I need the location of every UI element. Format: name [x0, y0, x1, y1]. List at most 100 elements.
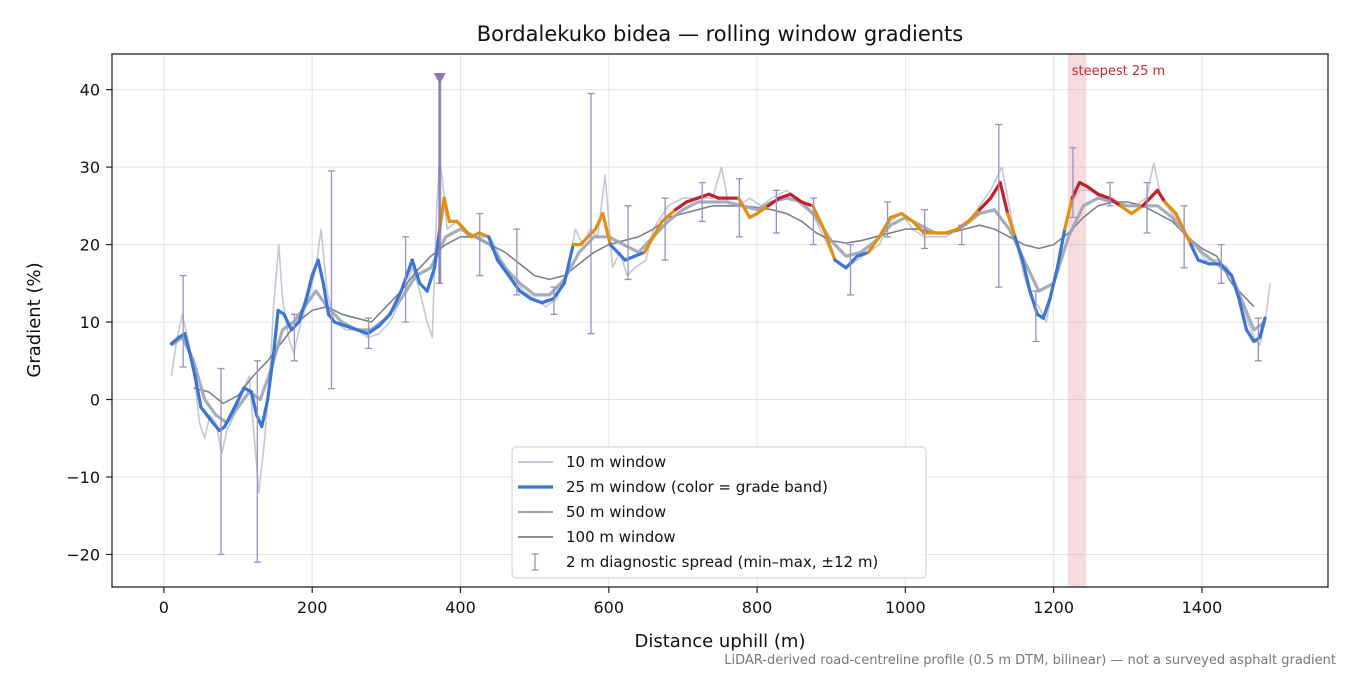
series-25m-segment — [223, 413, 233, 429]
spread-bar — [587, 92, 595, 335]
series-25m-segment — [1085, 184, 1100, 196]
y-tick-label: 10 — [80, 313, 100, 332]
chart-title: Bordalekuko bidea — rolling window gradi… — [477, 22, 963, 46]
legend-item-w50: 50 m window — [518, 503, 666, 521]
series-25m-segment — [1096, 192, 1111, 200]
series-25m-segment — [518, 289, 533, 301]
series-25m-segment — [608, 242, 620, 254]
series-100m-window — [193, 201, 1255, 405]
series-25m-segment — [1107, 196, 1122, 208]
spread-bar — [513, 228, 521, 296]
legend-box — [511, 446, 927, 579]
series-25m-segment — [998, 181, 1010, 216]
y-tick-label: −20 — [66, 545, 100, 564]
series-25m-segment — [866, 235, 882, 254]
y-tick-label: 0 — [90, 391, 100, 410]
spread-bar — [1106, 181, 1114, 207]
spread-bar — [772, 189, 780, 234]
series-25m-segment — [593, 211, 605, 231]
series-25m-segment — [660, 208, 678, 223]
series-25m-segment — [343, 324, 359, 332]
series-25m-segment — [788, 192, 804, 204]
series-25m-segment — [1055, 227, 1067, 270]
spread-bar — [1254, 317, 1262, 362]
series-25m-segment — [888, 211, 904, 220]
y-tick-label: 20 — [80, 236, 100, 255]
spread-bar — [958, 224, 966, 246]
series-25m-segment — [249, 390, 259, 417]
series-25m-segment — [1048, 266, 1059, 301]
series-25m-segment — [977, 196, 993, 212]
series-25m-segment — [1148, 188, 1160, 200]
series-25m-segment — [562, 242, 575, 285]
series-25m-segment — [410, 258, 422, 285]
series-25m-segment — [1174, 211, 1186, 231]
series-25m-segment — [855, 250, 870, 258]
legend-item-w25: 25 m window (color = grade band) — [518, 478, 828, 496]
series-25m-segment — [183, 332, 192, 355]
series-25m-segment — [1218, 262, 1234, 278]
series-25m-segment — [289, 320, 301, 332]
spread-bar — [1143, 181, 1151, 234]
series-25m-segment — [234, 386, 246, 405]
series-25m-segment — [282, 312, 294, 332]
series-25m-segment — [1237, 297, 1249, 332]
series-25m-segment — [495, 258, 511, 278]
series-25m-segment — [911, 219, 926, 235]
spread-bar — [1032, 290, 1040, 343]
spread-bar — [624, 205, 632, 281]
series-25m-segment — [425, 266, 437, 293]
series-25m-segment — [833, 258, 848, 270]
series-25m-segment — [321, 281, 331, 316]
spread-bar — [365, 317, 373, 350]
series-25m-segment — [1258, 316, 1267, 340]
series-25m-segment — [1230, 273, 1241, 301]
series-25m-segment — [736, 196, 752, 220]
legend-label: 2 m diagnostic spread (min–max, ±12 m) — [566, 553, 878, 571]
series-25m-segment — [1196, 258, 1211, 266]
spread-bar — [846, 243, 854, 296]
series-25m-segment — [442, 196, 451, 223]
x-axis-ticks: 0 200 400 600 800 1000 1200 1400 — [159, 587, 1222, 617]
series-25m-segment — [188, 351, 197, 378]
series-25m-segment — [1163, 200, 1178, 216]
series-25m-segment — [169, 335, 181, 346]
series-25m-segment — [685, 196, 700, 204]
series-25m-segment — [1006, 211, 1017, 239]
series-25m-segment — [551, 281, 566, 301]
series-25m-segment — [477, 231, 491, 239]
series-25m-segment — [199, 405, 209, 417]
series-25m-segment — [777, 192, 793, 200]
series-25m-segment — [388, 289, 403, 316]
x-tick-label: 400 — [445, 598, 476, 617]
series-25m-segment — [1063, 196, 1074, 231]
series-25m-segment — [487, 235, 500, 262]
spread-bar — [550, 286, 558, 315]
plot-frame — [111, 53, 1329, 588]
x-tick-label: 0 — [159, 598, 169, 617]
series-25m-segment — [266, 351, 276, 402]
y-axis-ticks: −20 −10 0 10 20 30 40 — [66, 81, 112, 564]
series-25m-segment — [642, 235, 655, 254]
spread-bar — [1069, 147, 1077, 219]
series-25m-segment — [540, 297, 555, 305]
series-25m-segment — [1141, 196, 1152, 208]
x-tick-label: 1000 — [885, 598, 926, 617]
spread-bar — [402, 236, 410, 323]
spread-bar — [995, 123, 1003, 288]
series-25m-segment — [193, 374, 203, 409]
series-25m-segment — [529, 297, 544, 305]
series-25m-segment — [586, 227, 598, 239]
spread-bar — [1180, 205, 1188, 269]
y-tick-label: −10 — [66, 468, 100, 487]
series-25m-segment — [211, 421, 222, 433]
spread-bar — [253, 360, 261, 563]
series-25m-segment — [1041, 297, 1052, 320]
y-axis-label: Gradient (%) — [24, 262, 45, 377]
legend-label: 25 m window (color = grade band) — [566, 478, 828, 496]
y-tick-label: 30 — [80, 158, 100, 177]
series-50m-window — [170, 196, 1266, 425]
series-25m-segment — [1189, 242, 1200, 262]
spread-bar — [290, 313, 298, 362]
